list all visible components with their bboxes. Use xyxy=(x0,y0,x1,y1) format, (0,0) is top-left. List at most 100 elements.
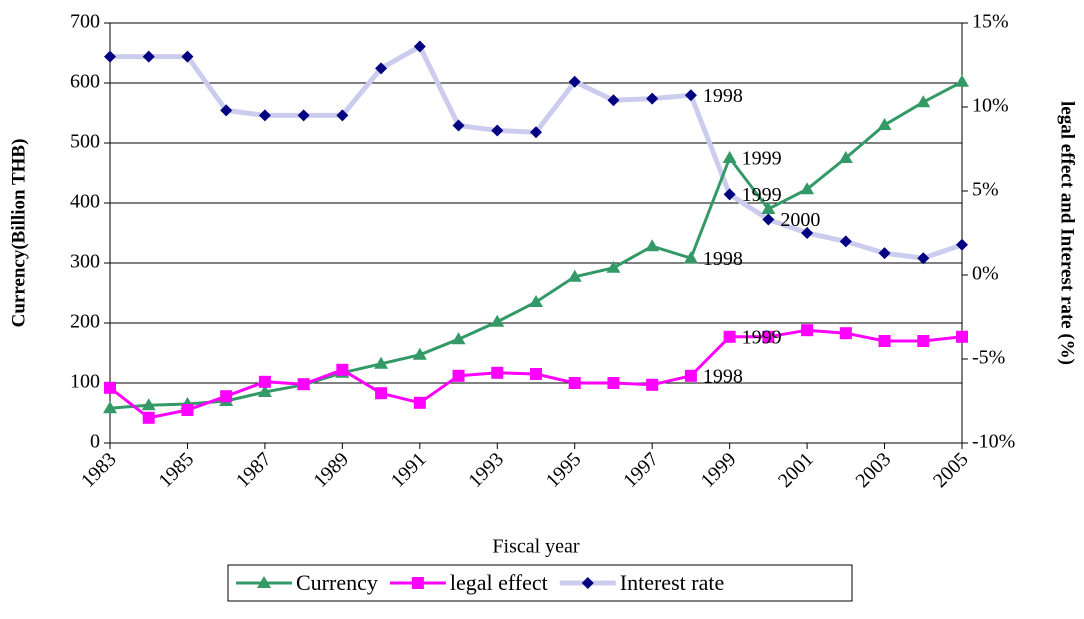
y2-axis-title: legal effect and Interest rate (%) xyxy=(1057,101,1078,365)
x-tick-label: 1987 xyxy=(232,448,276,492)
annotation: 1999 xyxy=(742,148,782,170)
marker xyxy=(375,387,388,400)
marker xyxy=(683,251,698,264)
marker xyxy=(645,239,660,252)
marker xyxy=(452,119,465,132)
x-tick-label: 1993 xyxy=(464,448,508,492)
marker xyxy=(607,377,620,389)
marker xyxy=(568,377,581,389)
y-tick-label: 700 xyxy=(70,11,100,33)
legend-marker xyxy=(581,577,594,589)
y-tick-label: 400 xyxy=(70,191,100,213)
marker xyxy=(220,104,233,117)
annotation: 1998 xyxy=(703,85,743,107)
y2-tick-label: -5% xyxy=(972,347,1005,369)
marker xyxy=(917,252,930,265)
y2-tick-label: -10% xyxy=(972,431,1015,453)
marker xyxy=(955,74,969,87)
marker xyxy=(374,356,389,369)
marker xyxy=(878,247,891,260)
marker xyxy=(258,109,271,122)
marker xyxy=(762,330,775,343)
y-tick-label: 300 xyxy=(70,251,100,273)
marker xyxy=(451,332,466,345)
marker xyxy=(103,401,117,414)
x-tick-label: 1995 xyxy=(542,448,586,492)
marker xyxy=(142,411,155,424)
marker xyxy=(297,109,310,122)
marker xyxy=(491,124,504,137)
marker xyxy=(646,92,659,105)
legend-marker xyxy=(411,577,424,589)
marker xyxy=(181,404,194,416)
marker xyxy=(877,118,892,130)
marker xyxy=(413,396,426,409)
marker xyxy=(141,398,156,411)
marker xyxy=(723,330,736,343)
marker xyxy=(839,235,852,248)
series-line xyxy=(110,43,963,261)
marker xyxy=(257,385,272,397)
y2-tick-label: 10% xyxy=(972,95,1009,117)
marker xyxy=(412,347,427,360)
y2-tick-label: 15% xyxy=(972,11,1009,33)
marker xyxy=(838,151,853,163)
marker xyxy=(606,260,621,273)
x-tick-label: 1983 xyxy=(77,448,121,492)
marker xyxy=(917,335,930,347)
marker xyxy=(104,381,116,394)
marker xyxy=(761,202,776,214)
x-tick-label: 2001 xyxy=(774,448,818,492)
marker xyxy=(800,182,815,195)
marker xyxy=(452,369,465,382)
y-tick-label: 600 xyxy=(70,71,100,93)
marker xyxy=(684,369,697,382)
marker xyxy=(801,227,814,239)
x-tick-label: 1989 xyxy=(309,448,353,492)
marker xyxy=(413,40,426,53)
y-tick-label: 500 xyxy=(70,131,100,153)
legend-label: Interest rate xyxy=(620,570,724,595)
marker xyxy=(722,151,737,163)
x-tick-label: 1985 xyxy=(154,448,198,492)
x-tick-label: 1999 xyxy=(697,448,741,492)
marker xyxy=(142,50,155,63)
marker xyxy=(181,50,194,63)
annotation: 2000 xyxy=(780,209,820,231)
annotation: 1998 xyxy=(703,248,743,270)
marker xyxy=(568,75,581,88)
x-tick-label: 2003 xyxy=(851,448,895,492)
marker xyxy=(258,375,271,388)
marker xyxy=(567,269,582,282)
marker xyxy=(839,327,852,340)
marker xyxy=(607,94,620,107)
marker xyxy=(336,109,349,122)
legend-box xyxy=(227,564,853,602)
annotation: 1998 xyxy=(703,365,743,387)
marker xyxy=(762,213,775,226)
marker xyxy=(297,378,310,391)
marker xyxy=(878,335,891,347)
x-tick-label: 2005 xyxy=(929,448,973,492)
x-tick-label: 1997 xyxy=(619,448,663,492)
marker xyxy=(956,238,968,251)
y-tick-label: 200 xyxy=(70,311,100,333)
marker xyxy=(801,324,814,337)
marker xyxy=(530,368,542,380)
y-tick-label: 0 xyxy=(90,431,100,453)
marker xyxy=(220,390,233,403)
marker xyxy=(723,188,736,201)
annotation: 1999 xyxy=(742,326,782,348)
legend: Currency legal effect Interest rate xyxy=(227,564,853,602)
marker xyxy=(336,363,349,376)
marker xyxy=(104,50,116,63)
x-axis-title: Fiscal year xyxy=(492,536,580,558)
legend-marker xyxy=(257,576,271,588)
marker xyxy=(529,295,543,307)
marker xyxy=(491,366,504,379)
marker xyxy=(490,314,505,327)
legend-label: Currency xyxy=(296,570,378,595)
y2-tick-label: 5% xyxy=(972,179,999,201)
x-tick-label: 1991 xyxy=(387,448,431,492)
